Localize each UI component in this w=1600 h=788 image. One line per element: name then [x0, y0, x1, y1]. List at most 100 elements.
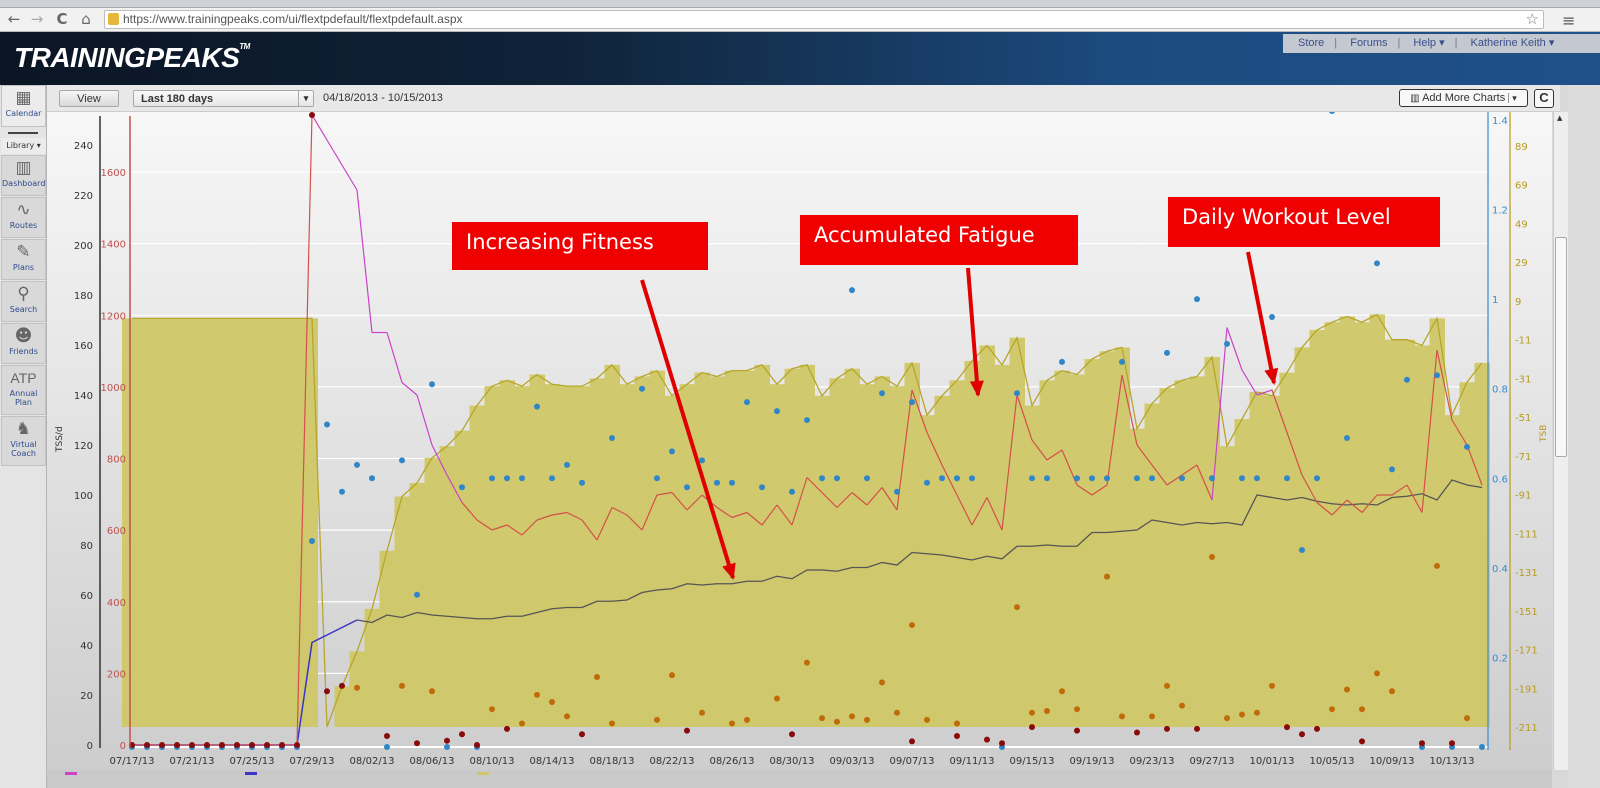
orange-dot [1059, 688, 1065, 695]
sidebar-item-virtual-coach[interactable]: ♞ Virtual Coach [1, 416, 46, 466]
dropdown-arrow-icon[interactable]: ▾ [298, 91, 313, 106]
fatigue-line-segment [461, 502, 478, 521]
dark-red-dot [1284, 724, 1290, 731]
fatigue-line-segment [611, 506, 628, 516]
y-right-tick-label: 1.2 [1492, 206, 1508, 217]
dark-red-dot [999, 740, 1005, 747]
browser-menu-icon[interactable]: ≡ [1562, 11, 1576, 30]
fatigue-line-segment [1256, 389, 1273, 396]
tsb-area-bar [1084, 359, 1100, 727]
help-menu[interactable]: Help ▾ [1413, 37, 1445, 49]
legend-swatch [245, 772, 257, 775]
tsb-area-bar [649, 370, 665, 727]
date-range-select[interactable]: Last 180 days ▾ [133, 90, 314, 107]
x-tick-label: 07/21/13 [170, 756, 215, 767]
if-dot [429, 381, 435, 388]
if-dot [1269, 314, 1275, 321]
y-right2-tick-label: -91 [1515, 491, 1531, 502]
fatigue-line-segment [821, 492, 838, 508]
user-menu[interactable]: Katherine Keith ▾ [1470, 37, 1555, 49]
tsb-area-bar [1129, 428, 1145, 727]
left-sidebar: ▦ Calendar Library ▾ ▥ Dashboard ∿ Route… [0, 85, 47, 788]
tsb-area-bar [754, 364, 770, 727]
scroll-up-icon[interactable]: ▲ [1557, 114, 1563, 122]
tsb-area-bar [634, 376, 650, 727]
y-left-tick-label: 40 [80, 641, 93, 652]
tsb-area-bar [679, 384, 695, 727]
dark-red-dot [294, 742, 300, 748]
if-dot [804, 417, 810, 424]
orange-dot [594, 673, 600, 680]
x-tick-label: 07/17/13 [110, 756, 155, 767]
arrow-fitness-head [722, 562, 736, 580]
tsb-area-bar [829, 378, 845, 727]
if-dot [354, 461, 360, 468]
orange-dot [1344, 686, 1350, 693]
sidebar-item-friends[interactable]: ☻ Friends [1, 323, 46, 364]
refresh-button[interactable]: C [1534, 89, 1554, 108]
forums-link[interactable]: Forums [1350, 37, 1388, 49]
orange-dot [564, 713, 570, 720]
fatigue-line-segment [1046, 449, 1063, 461]
bookmark-star-icon[interactable]: ☆ [1525, 11, 1539, 28]
scrollbar-thumb[interactable] [1555, 237, 1567, 457]
vertical-scrollbar[interactable]: ▲ [1553, 112, 1568, 770]
y-right-tick-label: 0.8 [1492, 385, 1508, 396]
if-dot [819, 475, 825, 482]
x-tick-label: 08/30/13 [770, 756, 815, 767]
sidebar-label: Calendar [5, 109, 42, 118]
orange-dot [1359, 706, 1365, 713]
browser-tab-strip [0, 0, 1600, 8]
tsb-area-bar [1039, 380, 1055, 727]
fatigue-line-segment [926, 432, 943, 466]
x-tick-label: 10/13/13 [1430, 756, 1475, 767]
forward-icon[interactable]: → [30, 10, 44, 28]
lock-warning-icon [108, 13, 119, 25]
y-right2-tick-label: -11 [1515, 336, 1531, 347]
url-input[interactable]: https://www.trainingpeaks.com/ui/flextpd… [104, 10, 1544, 29]
back-icon[interactable]: ← [7, 10, 21, 28]
y-right-tick-label: 0.4 [1492, 564, 1508, 575]
sidebar-item-search[interactable]: ⚲ Search [1, 281, 46, 322]
sidebar-item-annual-plan[interactable]: ATP Annual Plan [1, 365, 46, 415]
x-tick-label: 10/01/13 [1250, 756, 1295, 767]
fatigue-line-segment [1271, 389, 1288, 433]
sidebar-item-calendar[interactable]: ▦ Calendar [1, 85, 46, 127]
add-charts-dropdown-icon[interactable]: ▾ [1508, 93, 1517, 103]
tsb-area-bar [1354, 322, 1370, 727]
dark-red-dot [414, 740, 420, 747]
x-tick-label: 09/23/13 [1130, 756, 1175, 767]
route-icon: ∿ [16, 200, 31, 220]
view-button[interactable]: View [59, 90, 119, 107]
tsb-area-bar [589, 378, 605, 727]
fatigue-line-segment [311, 114, 328, 141]
orange-dot [549, 699, 555, 706]
store-link[interactable]: Store [1298, 37, 1325, 49]
fatigue-line-segment [731, 511, 748, 519]
x-tick-label: 07/29/13 [290, 756, 335, 767]
fatigue-line-segment [686, 494, 703, 511]
sidebar-item-routes[interactable]: ∿ Routes [1, 197, 46, 238]
dark-red-dot [684, 727, 690, 734]
orange-dot [909, 622, 915, 629]
if-dot [969, 475, 975, 482]
fatigue-line-segment [1346, 499, 1363, 513]
dark-red-dot [1449, 740, 1455, 747]
if-dot [519, 475, 525, 482]
orange-dot [1029, 709, 1035, 716]
orange-dot [1209, 553, 1215, 560]
reload-icon[interactable]: C [56, 10, 68, 28]
right-gutter [1568, 85, 1600, 788]
tsb-area-bar [1294, 347, 1310, 727]
dark-red-dot [459, 731, 465, 738]
home-icon[interactable]: ⌂ [81, 10, 91, 28]
sidebar-item-plans[interactable]: ✎ Plans [1, 239, 46, 280]
arrow-fatigue [966, 267, 980, 396]
if-dot [954, 475, 960, 482]
orange-dot [1434, 562, 1440, 569]
sidebar-item-dashboard[interactable]: ▥ Dashboard [1, 155, 46, 196]
date-range-value: Last 180 days [141, 93, 214, 105]
add-more-charts-button[interactable]: ▥ Add More Charts ▾ [1399, 89, 1528, 107]
trainingpeaks-logo[interactable]: TRAININGPEAKSTM [14, 42, 250, 74]
sidebar-item-library[interactable]: Library ▾ [1, 138, 46, 154]
